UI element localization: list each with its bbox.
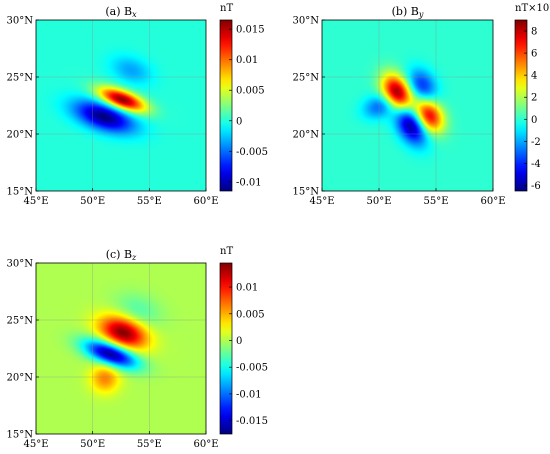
y-tick-label: 25°N	[293, 73, 320, 84]
colorbar-tick-label: -0.015	[236, 416, 268, 427]
x-tick-label: 60°E	[193, 196, 218, 207]
x-tick-label: 50°E	[80, 196, 105, 207]
x-tick-label: 45°E	[23, 439, 48, 450]
x-tick-label: 55°E	[137, 196, 162, 207]
y-tick-label: 30°N	[293, 16, 320, 27]
y-tick-label: 30°N	[7, 16, 34, 27]
colorbar-tick-label: -0.005	[236, 147, 268, 158]
colorbar-tick-label: 0.005	[236, 309, 265, 320]
colorbar-unit-label: nT×10−3	[515, 1, 550, 14]
panel-1: (a) Bx 45°E 50°E 55°E 60°E 15°N 20°N 25°N 30°N 0.…	[7, 3, 269, 207]
colorbar-tick-label: 0.01	[236, 283, 258, 294]
y-tick-label: 20°N	[293, 130, 320, 141]
colorbar-tick-label: 8	[531, 27, 537, 38]
panel-title: (a) Bx	[105, 5, 137, 19]
colorbar-unit-label: nT	[220, 3, 233, 14]
heatmap-image	[36, 263, 206, 434]
y-tick-label: 20°N	[7, 373, 34, 384]
colorbar-tick-label: -4	[531, 159, 541, 170]
panel-title: (c) Bz	[106, 248, 137, 262]
colorbar-tick-label: -6	[531, 181, 541, 192]
y-tick-label: 15°N	[7, 187, 34, 198]
y-tick-label: 15°N	[7, 430, 34, 441]
colorbar-tick-label: 0	[531, 115, 537, 126]
y-tick-label: 30°N	[7, 259, 34, 270]
plot-frame	[321, 19, 494, 192]
x-tick-label: 55°E	[423, 196, 448, 207]
y-tick-label: 20°N	[7, 130, 34, 141]
y-tick-label: 25°N	[7, 316, 34, 327]
colorbar-tick-label: -2	[531, 137, 541, 148]
colorbar-tick-label: 0.015	[236, 25, 265, 36]
colorbar	[219, 262, 233, 435]
colorbar-unit-label: nT	[220, 246, 233, 257]
x-tick-label: 45°E	[23, 196, 48, 207]
colorbar-tick-label: 0	[236, 116, 242, 127]
x-tick-label: 50°E	[366, 196, 391, 207]
y-tick-label: 15°N	[293, 187, 320, 198]
heatmap-image	[322, 20, 493, 191]
panel-2: (b) By 45°E 50°E 55°E 60°E 15°N 20°N 25°N 30°N 8 6…	[293, 1, 550, 207]
colorbar-tick-label: 6	[531, 49, 537, 60]
y-tick-label: 25°N	[7, 73, 34, 84]
colorbar-tick-label: -0.01	[236, 177, 262, 188]
colorbar	[514, 19, 528, 192]
panel-3: (c) Bz 45°E 50°E 55°E 60°E 15°N 20°N 25°N 30°N 0.…	[7, 246, 269, 450]
colorbar-tick-label: -0.01	[236, 389, 262, 400]
colorbar-tick-label: 0.01	[236, 55, 258, 66]
x-tick-label: 55°E	[137, 439, 162, 450]
colorbar-tick-label: -0.005	[236, 363, 268, 374]
heatmap-image	[36, 20, 206, 191]
colorbar-tick-label: 2	[531, 93, 537, 104]
x-tick-label: 45°E	[309, 196, 334, 207]
x-tick-label: 60°E	[193, 439, 218, 450]
colorbar-tick-label: 0	[236, 336, 242, 347]
x-tick-label: 60°E	[480, 196, 505, 207]
colorbar-tick-label: 4	[531, 71, 537, 82]
plot-frame	[35, 19, 207, 192]
colorbar	[219, 19, 233, 192]
plot-frame	[35, 262, 207, 435]
colorbar-tick-label: 0.005	[236, 86, 265, 97]
x-tick-label: 50°E	[80, 439, 105, 450]
panel-title: (b) By	[392, 5, 424, 19]
